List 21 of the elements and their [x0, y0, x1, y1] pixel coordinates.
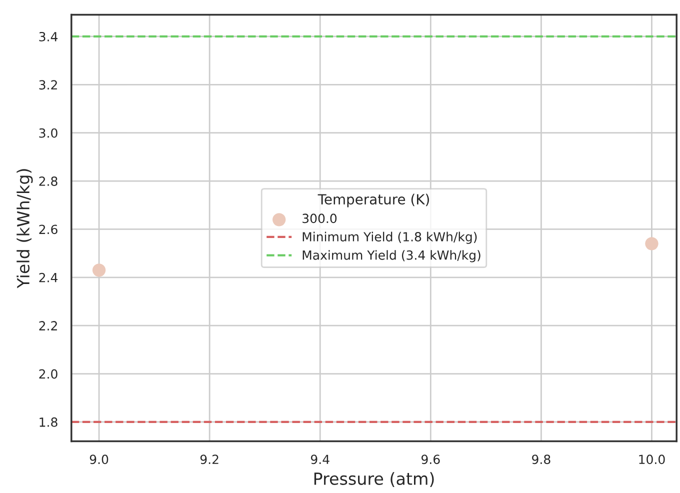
y-tick-label: 2.4	[39, 272, 58, 282]
y-tick-label: 1.8	[40, 417, 58, 427]
x-tick-label: 9.8	[532, 454, 550, 464]
x-tick-label: 9.4	[310, 454, 330, 464]
x-tick-label: 9.2	[200, 454, 218, 464]
y-tick-label: 3.4	[39, 32, 58, 42]
x-tick-label: 9.6	[422, 454, 440, 464]
y-tick-label: 3.2	[39, 80, 57, 90]
y-tick-label: 2.8	[39, 176, 58, 186]
y-tick-label: 2.6	[39, 224, 58, 234]
legend-label: Minimum Yield (1.8 kWh/kg)	[302, 232, 477, 244]
legend-label: 300.0	[302, 214, 337, 224]
y-tick-label: 2.2	[39, 321, 57, 330]
legend-title: Temperature (K)	[318, 194, 429, 208]
x-tick-label: 9.0	[90, 454, 108, 464]
legend-label: Maximum Yield (3.4 kWh/kg)	[302, 250, 480, 262]
x-axis-title: Pressure (atm)	[314, 472, 434, 487]
y-axis-title: Yield (kWh/kg)	[16, 169, 33, 288]
y-tick-label: 3.0	[39, 128, 58, 138]
y-tick-label: 2.0	[39, 369, 58, 379]
x-tick-label: 10.0	[639, 454, 665, 464]
